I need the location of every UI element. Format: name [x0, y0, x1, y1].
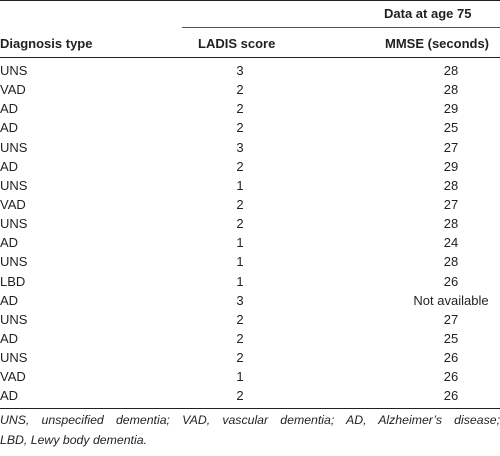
cell-diagnosis: AD	[0, 120, 19, 136]
table-top-rule	[0, 0, 500, 1]
cell-mmse: 26	[443, 388, 459, 404]
cell-mmse: 29	[443, 158, 459, 174]
column-header-mmse: MMSE (seconds)	[385, 36, 490, 51]
footnote-line-1: UNS, unspecified dementia; VAD, vascular…	[0, 413, 500, 427]
cell-diagnosis: UNS	[0, 63, 28, 78]
cell-ladis-score: 3	[236, 292, 244, 308]
cell-mmse: 28	[443, 254, 459, 270]
cell-ladis-score: 1	[236, 273, 244, 289]
table-row: VAD 2 28	[0, 80, 500, 99]
cell-diagnosis: UNS	[0, 311, 28, 327]
cell-ladis-score: 2	[236, 101, 244, 117]
table-row: UNS 2 27	[0, 310, 500, 329]
cell-diagnosis: LBD	[0, 273, 26, 289]
cell-mmse: 26	[443, 369, 459, 385]
cell-diagnosis: UNS	[0, 177, 28, 193]
cell-diagnosis: UNS	[0, 350, 28, 366]
cell-ladis-score: 2	[236, 196, 244, 212]
table-row: UNS 3 27	[0, 138, 500, 157]
cell-diagnosis: UNS	[0, 254, 28, 270]
table-row: AD 2 29	[0, 99, 500, 118]
cell-mmse: 28	[443, 63, 459, 78]
table-row: VAD 1 26	[0, 367, 500, 386]
cell-diagnosis: UNS	[0, 139, 28, 155]
table-row: UNS 1 28	[0, 176, 500, 195]
cell-diagnosis: AD	[0, 158, 19, 174]
cell-mmse: 28	[443, 216, 459, 232]
cell-mmse: 24	[443, 235, 459, 251]
table-row: LBD 1 26	[0, 272, 500, 291]
cell-diagnosis: VAD	[0, 82, 26, 98]
table-footnote: UNS, unspecified dementia; VAD, vascular…	[0, 411, 500, 450]
table-row: AD 3 Not available	[0, 291, 500, 310]
cell-ladis-score: 2	[236, 216, 244, 232]
cell-diagnosis: AD	[0, 388, 19, 404]
cell-ladis-score: 1	[236, 369, 244, 385]
table-row: UNS 2 26	[0, 348, 500, 367]
table-row: UNS 1 28	[0, 252, 500, 271]
cell-ladis-score: 2	[236, 350, 244, 366]
cell-mmse: 28	[443, 82, 459, 98]
cell-diagnosis: VAD	[0, 369, 26, 385]
group-header: Data at age 75	[384, 6, 472, 21]
cell-ladis-score: 2	[236, 388, 244, 404]
column-header-diagnosis: Diagnosis type	[0, 36, 93, 51]
table-row: AD 2 26	[0, 386, 500, 405]
cell-diagnosis: AD	[0, 101, 19, 117]
cell-diagnosis: VAD	[0, 196, 26, 212]
cell-ladis-score: 2	[236, 158, 244, 174]
table-row: AD 2 29	[0, 157, 500, 176]
cell-mmse: 27	[443, 311, 459, 327]
cell-mmse: 26	[443, 350, 459, 366]
table-row: UNS 3 28	[0, 61, 500, 80]
cell-mmse: 28	[443, 177, 459, 193]
table-row: UNS 2 28	[0, 214, 500, 233]
cell-ladis-score: 3	[236, 139, 244, 155]
cell-diagnosis: UNS	[0, 216, 28, 232]
cell-diagnosis: AD	[0, 235, 19, 251]
cell-ladis-score: 3	[236, 63, 244, 78]
table-body: UNS 3 28 VAD 2 28 AD 2 29 AD 2 25 UNS 3 27 AD 2 29 UNS 1 28 V…	[0, 61, 500, 406]
cell-mmse: 27	[443, 139, 459, 155]
header-bottom-rule	[0, 57, 500, 58]
cell-ladis-score: 2	[236, 82, 244, 98]
cell-diagnosis: AD	[0, 330, 19, 346]
group-header-rule	[182, 27, 500, 28]
cell-ladis-score: 1	[236, 235, 244, 251]
table-bottom-rule	[0, 408, 500, 409]
cell-mmse: Not available	[413, 292, 489, 308]
table-row: AD 2 25	[0, 118, 500, 137]
cell-mmse: 26	[443, 273, 459, 289]
table-row: AD 2 25	[0, 329, 500, 348]
cell-ladis-score: 1	[236, 254, 244, 270]
cell-ladis-score: 1	[236, 177, 244, 193]
cell-ladis-score: 2	[236, 330, 244, 346]
table-row: AD 1 24	[0, 233, 500, 252]
cell-mmse: 27	[443, 196, 459, 212]
cell-mmse: 29	[443, 101, 459, 117]
table-row: VAD 2 27	[0, 195, 500, 214]
cell-mmse: 25	[443, 120, 459, 136]
cell-mmse: 25	[443, 330, 459, 346]
cell-ladis-score: 2	[236, 311, 244, 327]
column-header-ladis: LADIS score	[198, 36, 276, 51]
footnote-line-2: LBD, Lewy body dementia.	[0, 432, 147, 447]
cell-ladis-score: 2	[236, 120, 244, 136]
cell-diagnosis: AD	[0, 292, 19, 308]
